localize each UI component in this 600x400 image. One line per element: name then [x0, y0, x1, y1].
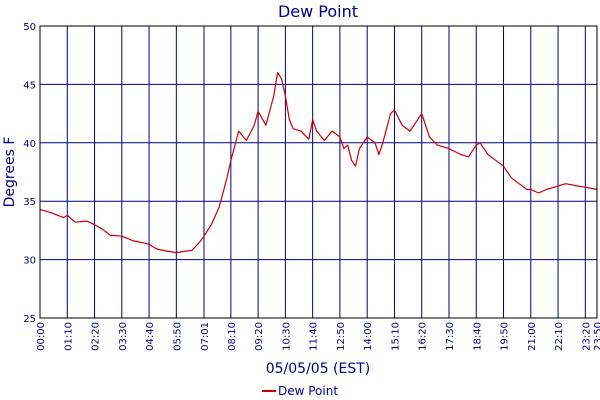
x-tick-label: 04:40 — [145, 322, 156, 351]
y-tick-labels: 25 30 35 40 45 50 — [23, 22, 36, 325]
x-tick-label: 19:50 — [500, 322, 511, 351]
x-tick-label: 16:20 — [418, 322, 429, 351]
x-tick-label: 09:20 — [254, 322, 265, 351]
x-tick-label: 02:20 — [91, 322, 102, 351]
y-tick-label: 30 — [23, 256, 36, 267]
legend-label-dew-point: Dew Point — [278, 384, 338, 398]
x-tick-label: 22:10 — [554, 322, 565, 351]
x-tick-label: 01:10 — [63, 322, 74, 351]
x-tick-label: 10:30 — [281, 322, 292, 351]
x-tick-label: 07:01 — [200, 322, 211, 351]
x-tick-label: 14:00 — [363, 322, 374, 351]
y-tick-label: 25 — [23, 314, 36, 325]
x-tick-label: 00:00 — [36, 322, 47, 351]
plot-area — [39, 25, 598, 319]
x-tick-label: 11:40 — [309, 322, 320, 351]
x-axis-label: 05/05/05 (EST) — [266, 361, 371, 377]
y-tick-label: 50 — [23, 22, 36, 33]
x-tick-label: 23:50 — [593, 322, 600, 351]
x-tick-label: 05:50 — [172, 322, 183, 351]
x-tick-label: 03:30 — [118, 322, 129, 351]
x-tick-label: 17:30 — [445, 322, 456, 351]
chart-title: Dew Point — [278, 2, 358, 21]
x-tick-labels: 00:00 01:10 02:20 03:30 04:40 05:50 07:01 08:10… — [36, 322, 600, 351]
x-tick-label: 08:10 — [227, 322, 238, 351]
x-tick-label: 18:40 — [472, 322, 483, 351]
y-tick-label: 45 — [23, 80, 36, 91]
series-line-dew-point — [39, 72, 598, 254]
y-tick-label: 40 — [23, 139, 36, 150]
x-tick-label: 21:00 — [527, 322, 538, 351]
x-tick-label: 23:20 — [581, 322, 592, 351]
y-axis-label: Degrees F — [2, 137, 18, 208]
plot-background — [40, 26, 597, 318]
plot-border — [39, 25, 598, 319]
x-tick-label: 15:10 — [390, 322, 401, 351]
legend: Dew Point — [262, 384, 338, 398]
x-tick-label: 12:50 — [336, 322, 347, 351]
y-tick-label: 35 — [23, 197, 36, 208]
